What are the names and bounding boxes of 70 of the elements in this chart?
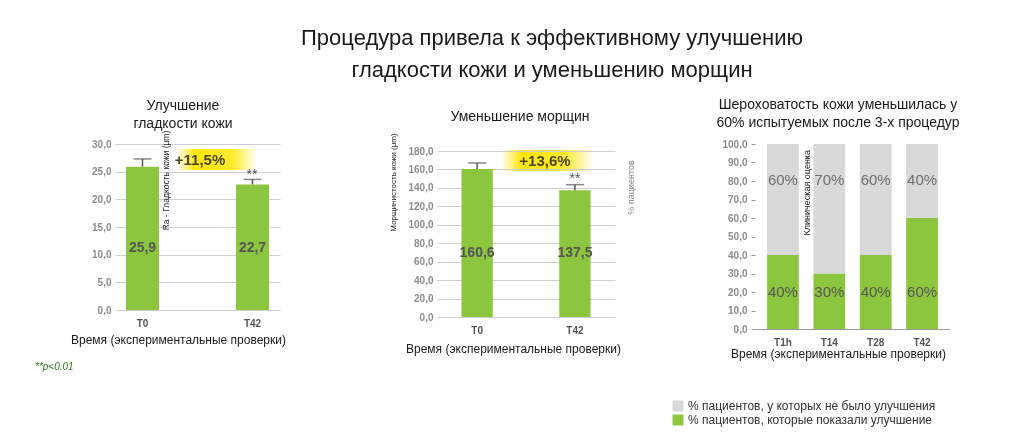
y-tick-label: 0,0	[419, 311, 434, 323]
y-tick-label: 5,0	[97, 276, 112, 288]
y-tick-label: 20,0	[92, 193, 112, 205]
y-tick-label: 30,0	[92, 138, 112, 150]
data-label: 40%	[767, 283, 798, 301]
x-tick-label: T14	[820, 336, 839, 348]
x-tick-label: T42	[913, 336, 932, 348]
y-axis-title: Ra - Гладкость кожи (μm)	[160, 130, 171, 231]
x-axis-title: Время (экспериментальные проверки)	[406, 341, 621, 356]
annotation: Клиническая оценка	[802, 150, 812, 236]
bar	[906, 218, 938, 330]
bar	[859, 144, 892, 256]
annotation: **	[246, 166, 258, 182]
y-tick-label: 50,0	[728, 231, 748, 243]
y-tick-label: 140,0	[408, 182, 434, 194]
data-label: 30%	[814, 283, 845, 301]
bar	[859, 255, 892, 330]
y-tick-label: 60,0	[414, 255, 434, 267]
x-tick-label: T1h	[774, 336, 792, 348]
y-tick-label: 80,0	[414, 237, 434, 249]
bar	[767, 255, 799, 330]
data-label: 40%	[860, 283, 891, 301]
y-tick-label: 25,0	[92, 166, 112, 178]
x-tick-label: T42	[243, 317, 262, 329]
y-tick-label: 160,0	[408, 163, 434, 175]
x-tick-label: T0	[136, 317, 149, 329]
data-label: 40%	[907, 171, 938, 189]
y-tick-label: 100,0	[408, 218, 434, 230]
x-tick-label: T42	[566, 324, 584, 336]
y-tick-label: 60,0	[728, 212, 748, 224]
y-tick-label: 0,0	[97, 304, 112, 316]
y-axis-title: Морщинистость кожи (μm)	[388, 132, 398, 232]
y-tick-label: 10,0	[728, 305, 748, 317]
x-axis-title: Время (экспериментальные проверки)	[71, 332, 286, 347]
text: Процедура привела к эффективному улучшению гладкости кожи и уменьшению морщин	[300, 24, 804, 84]
y-tick-label: 70,0	[728, 194, 748, 206]
y-tick-label: 180,0	[408, 145, 434, 157]
bar	[906, 144, 938, 219]
y-tick-label: 15,0	[92, 221, 112, 233]
y-tick-label: 10,0	[92, 249, 112, 261]
chart-title: Уменьшение морщин	[450, 107, 590, 124]
y-tick-label: 20,0	[414, 292, 434, 304]
data-label: 60%	[907, 283, 938, 301]
y-tick-label: 40,0	[728, 249, 748, 261]
annotation: +13,6%	[519, 151, 571, 169]
x-tick-label: T28	[867, 336, 885, 348]
legend-label: % пациентов, у которых не было улучшения	[688, 399, 936, 414]
bar	[813, 144, 846, 274]
chart-title: Улучшение гладкости кожи	[133, 97, 233, 131]
x-tick-label: T0	[471, 324, 484, 336]
legend-label: % пациентов, которые показали улучшение	[688, 413, 933, 428]
y-tick-label: 40,0	[414, 274, 434, 286]
annotation: **	[569, 169, 581, 186]
data-label: 70%	[814, 171, 845, 189]
bar	[767, 144, 799, 256]
x-axis-title: Время (экспериментальные проверки)	[731, 346, 946, 361]
y-axis-title: % пациентов	[625, 160, 636, 215]
y-tick-label: 20,0	[728, 286, 748, 298]
y-tick-label: 0,0	[733, 323, 748, 335]
y-tick-label: 90,0	[728, 157, 748, 169]
y-tick-label: 100,0	[722, 138, 748, 150]
data-label: 60%	[767, 171, 798, 189]
y-tick-label: 80,0	[728, 175, 748, 187]
data-label: 25,9	[128, 239, 157, 255]
text: **p<0.01	[35, 361, 74, 372]
chart-title: Шероховатость кожи уменьшилась у 60% испытуемых после 3-х процедур	[716, 96, 960, 131]
y-tick-label: 120,0	[408, 200, 434, 212]
y-tick-label: 30,0	[728, 268, 748, 280]
data-label: 60%	[860, 171, 891, 189]
data-label: 22,7	[238, 239, 267, 255]
